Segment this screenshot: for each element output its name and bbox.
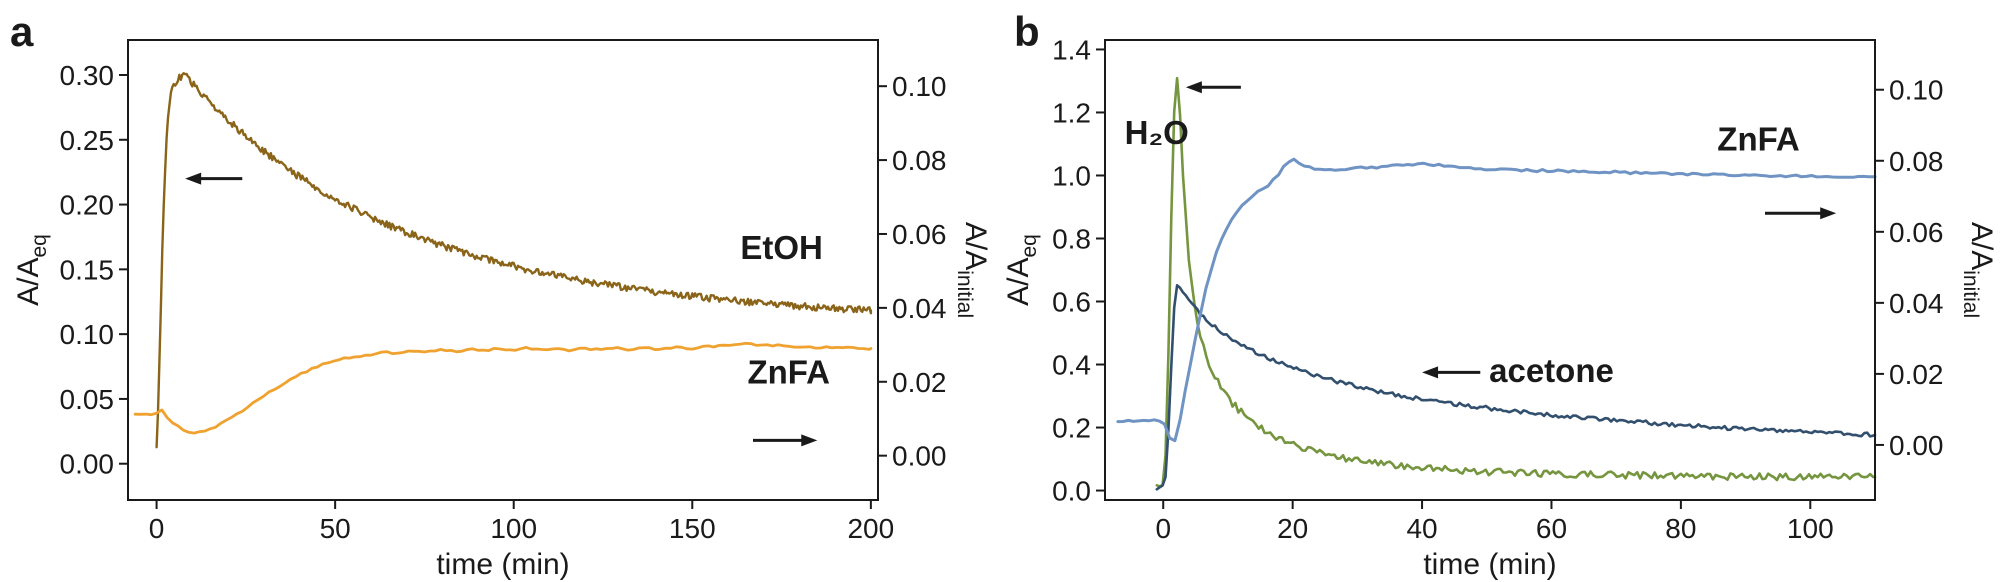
y-left-tick-label: 1.4 [1052, 34, 1091, 65]
annotation-arrowhead [1422, 366, 1439, 379]
panel-letter: a [10, 8, 34, 55]
y-left-tick-label: 1.2 [1052, 97, 1091, 128]
annotation-arrowhead [801, 434, 818, 447]
y-left-tick-label: 0.0 [1052, 476, 1091, 507]
x-tick-label: 0 [1155, 513, 1171, 544]
series-line-h2o [1155, 76, 1877, 488]
curve-etoh-label: EtOH [740, 229, 823, 266]
series-line-etoh [155, 71, 873, 449]
curve-znfa-label: ZnFA [1717, 120, 1799, 157]
y-right-axis-label: A/Ainitial [1959, 222, 1998, 318]
x-axis-label: time (min) [1423, 548, 1556, 581]
x-tick-label: 80 [1665, 513, 1696, 544]
x-tick-label: 20 [1277, 513, 1308, 544]
annotation-arrowhead [1820, 207, 1837, 220]
y-right-axis-label: A/Ainitial [953, 222, 992, 318]
y-right-tick-label: 0.08 [892, 145, 947, 176]
chart-panel-a: 0 50 100 150 200 0.00 0.05 0.10 0.15 0.20 0.25 0.30… [10, 8, 992, 581]
y-left-tick-label: 0.8 [1052, 223, 1091, 254]
x-axis-label: time (min) [436, 548, 569, 581]
y-right-tick-label: 0.06 [892, 219, 947, 250]
x-tick-label: 150 [669, 513, 716, 544]
y-right-tick-label: 0.06 [1889, 217, 1944, 248]
plot-frame [127, 39, 879, 501]
y-right-tick-label: 0.04 [892, 293, 947, 324]
annotation-arrowhead [185, 172, 202, 185]
x-tick-label: 40 [1406, 513, 1437, 544]
x-tick-label: 60 [1536, 513, 1567, 544]
y-right-tick-label: 0.10 [1889, 75, 1944, 106]
y-right-tick-label: 0.08 [1889, 146, 1944, 177]
curve-h2o-label: H₂O [1125, 114, 1189, 151]
series-line-acetone [1155, 283, 1877, 491]
curve-znfa-label: ZnFA [747, 353, 829, 390]
x-tick-label: 50 [320, 513, 351, 544]
annotation-arrowhead [1185, 81, 1202, 94]
y-right-tick-label: 0.10 [892, 71, 947, 102]
y-left-axis-label: A/Aeq [12, 234, 51, 306]
y-left-tick-label: 0.25 [60, 125, 115, 156]
series-line-znfa [133, 341, 873, 435]
y-left-axis-label: A/Aeq [1002, 234, 1041, 306]
curve-acetone-label: acetone [1489, 352, 1614, 389]
y-left-tick-label: 0.2 [1052, 413, 1091, 444]
plot-frame [1104, 39, 1876, 501]
y-right-tick-label: 0.00 [892, 441, 947, 472]
y-right-tick-label: 0.04 [1889, 288, 1944, 319]
panel-letter: b [1014, 8, 1040, 55]
y-right-tick-label: 0.02 [1889, 359, 1944, 390]
x-tick-label: 200 [847, 513, 894, 544]
x-tick-label: 0 [149, 513, 165, 544]
chart-panel-b: 0 20 40 60 80 100 0.0 0.2 0.4 0.6 0.8 1.0 1.2 1.4 0.00… [1002, 8, 1998, 581]
y-left-tick-label: 0.00 [60, 449, 115, 480]
y-left-tick-label: 0.6 [1052, 287, 1091, 318]
y-left-tick-label: 0.05 [60, 384, 115, 415]
y-left-tick-label: 0.30 [60, 60, 115, 91]
y-left-tick-label: 0.4 [1052, 350, 1091, 381]
y-left-tick-label: 0.20 [60, 190, 115, 221]
y-right-tick-label: 0.00 [1889, 430, 1944, 461]
y-left-tick-label: 0.10 [60, 319, 115, 350]
y-left-tick-label: 0.15 [60, 254, 115, 285]
y-left-tick-label: 1.0 [1052, 160, 1091, 191]
y-right-tick-label: 0.02 [892, 367, 947, 398]
x-tick-label: 100 [490, 513, 537, 544]
x-tick-label: 100 [1787, 513, 1834, 544]
series-line-znfa [1116, 157, 1877, 443]
